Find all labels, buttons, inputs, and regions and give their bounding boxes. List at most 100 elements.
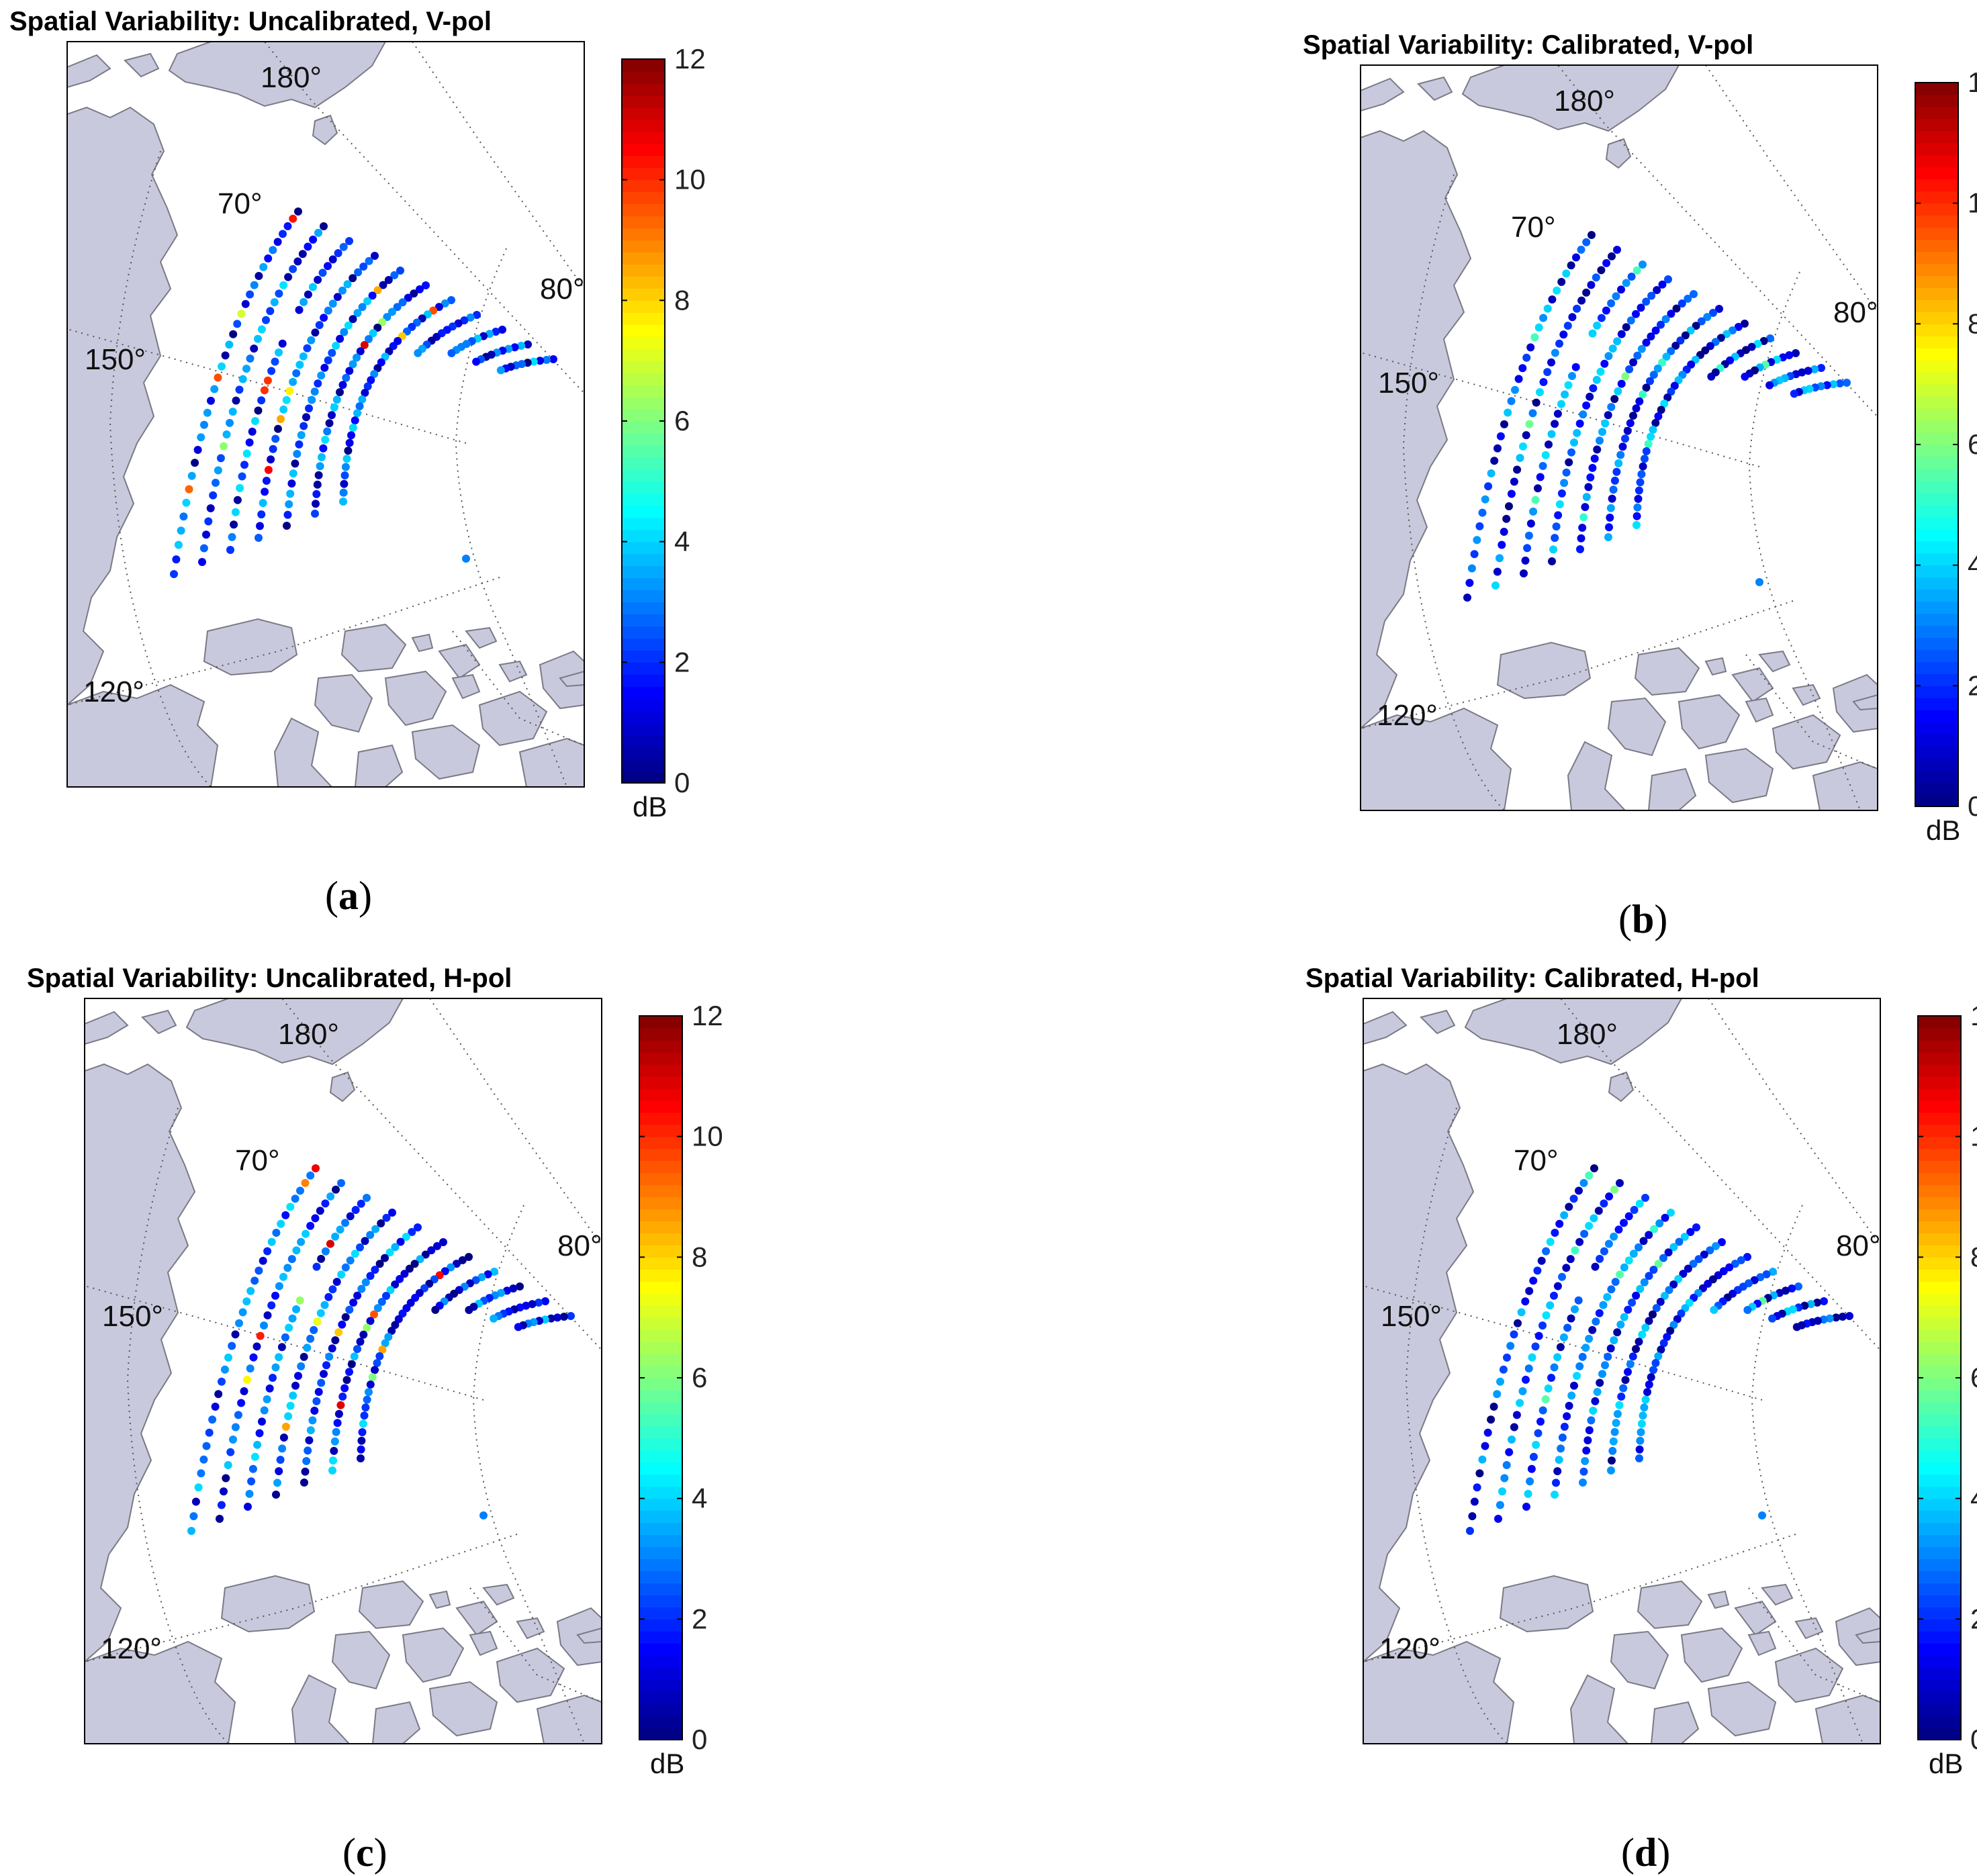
colorbar-segment bbox=[622, 457, 665, 470]
track-point bbox=[465, 1253, 473, 1261]
track-point bbox=[320, 363, 329, 372]
colorbar-segment bbox=[1915, 239, 1958, 252]
track-point bbox=[1596, 1378, 1604, 1387]
track-point bbox=[302, 1457, 311, 1465]
land-3 bbox=[1361, 130, 1472, 730]
track-point bbox=[1706, 1246, 1714, 1255]
track-point bbox=[286, 1401, 295, 1410]
track-point bbox=[529, 357, 538, 366]
map-panel-c: Spatial Variability: Uncalibrated, H-pol… bbox=[27, 964, 723, 1875]
panel-label-letter: b bbox=[1631, 897, 1655, 941]
land-9 bbox=[384, 670, 447, 726]
colorbar-segment bbox=[1918, 1378, 1961, 1391]
track-point bbox=[1810, 365, 1819, 373]
colorbar-segment bbox=[1915, 601, 1958, 614]
track-point bbox=[1475, 1469, 1484, 1478]
track-point bbox=[349, 1299, 358, 1307]
track-point bbox=[1651, 1359, 1660, 1367]
track-point bbox=[1514, 1319, 1522, 1327]
track-point bbox=[331, 1336, 340, 1345]
track-point bbox=[255, 272, 263, 280]
track-point bbox=[1587, 1416, 1596, 1425]
track-point bbox=[1582, 401, 1591, 410]
track-point bbox=[366, 1272, 375, 1280]
colorbar-tick-label: 6 bbox=[674, 405, 690, 436]
track-point bbox=[357, 1284, 366, 1293]
track-point bbox=[1647, 332, 1655, 341]
track-point bbox=[1601, 1361, 1609, 1370]
track-point bbox=[1507, 397, 1516, 406]
track-point bbox=[1585, 1221, 1594, 1230]
track-point bbox=[1551, 420, 1559, 428]
land-11 bbox=[1704, 747, 1774, 804]
track-point bbox=[1553, 286, 1561, 295]
track-point bbox=[370, 370, 379, 378]
colorbar-segment bbox=[639, 1401, 682, 1415]
track-point bbox=[289, 1391, 297, 1400]
track-point bbox=[1684, 1264, 1692, 1273]
track-point bbox=[197, 433, 205, 442]
track-point bbox=[1528, 1353, 1536, 1362]
track-point bbox=[387, 308, 396, 316]
track-point bbox=[1639, 1411, 1647, 1420]
track-point bbox=[357, 1454, 365, 1462]
colorbar-segment bbox=[1918, 1366, 1961, 1378]
track-point bbox=[1638, 1330, 1647, 1339]
colorbar-segment bbox=[639, 1462, 682, 1475]
track-point bbox=[1624, 1305, 1633, 1314]
track-point bbox=[182, 498, 191, 507]
track-point bbox=[452, 1260, 461, 1268]
track-point bbox=[1579, 1467, 1588, 1476]
track-point bbox=[206, 504, 215, 512]
track-point bbox=[353, 1291, 362, 1300]
track-point bbox=[326, 1239, 334, 1248]
track-point bbox=[1626, 316, 1635, 325]
track-point bbox=[378, 1346, 387, 1354]
track-point bbox=[1596, 367, 1605, 376]
track-point bbox=[1838, 1313, 1847, 1321]
track-point bbox=[1636, 478, 1645, 487]
track-point bbox=[248, 427, 257, 436]
track-point bbox=[209, 491, 218, 500]
colorbar-segment bbox=[639, 1329, 682, 1342]
land-2 bbox=[141, 1009, 177, 1035]
land-21 bbox=[469, 1630, 498, 1656]
track-point bbox=[231, 1330, 240, 1339]
track-point bbox=[370, 1310, 378, 1319]
track-point bbox=[1652, 1304, 1661, 1313]
land-16 bbox=[354, 744, 404, 787]
colorbar-segment bbox=[622, 216, 665, 229]
track-point bbox=[363, 1323, 371, 1332]
track-point bbox=[294, 1372, 302, 1380]
track-point bbox=[257, 510, 266, 519]
land-15 bbox=[1567, 741, 1626, 810]
track-point bbox=[1590, 1164, 1598, 1172]
colorbar-tick-label: 12 bbox=[674, 43, 706, 75]
track-point bbox=[267, 1301, 276, 1310]
track-point bbox=[1667, 310, 1675, 318]
colorbar: 0 2 4 6 8 10 12 dB bbox=[621, 43, 706, 823]
track-point bbox=[1470, 1497, 1479, 1506]
colorbar-tick-label: 4 bbox=[1970, 1483, 1977, 1514]
colorbar-segment bbox=[639, 1342, 682, 1354]
track-point bbox=[1605, 523, 1613, 532]
track-point bbox=[328, 1466, 336, 1474]
panel-label-letter: c bbox=[355, 1830, 374, 1875]
land-16 bbox=[371, 1701, 421, 1744]
track-point bbox=[218, 362, 226, 371]
track-point bbox=[305, 1436, 314, 1445]
colorbar-segment bbox=[1918, 1269, 1961, 1282]
track-point bbox=[273, 1479, 281, 1487]
colorbar-segment bbox=[1915, 167, 1958, 180]
land-7 bbox=[1637, 1580, 1703, 1630]
track-point bbox=[1538, 1321, 1547, 1330]
panel-label-letter: a bbox=[338, 874, 359, 918]
colorbar-segment bbox=[639, 1667, 682, 1680]
land-2 bbox=[1420, 1009, 1456, 1035]
track-point bbox=[1829, 380, 1838, 389]
track-point bbox=[1608, 1456, 1616, 1465]
colorbar-segment bbox=[1918, 1667, 1961, 1680]
colorbar-segment bbox=[1918, 1342, 1961, 1354]
track-point bbox=[336, 1225, 344, 1234]
land-6 bbox=[67, 684, 219, 787]
